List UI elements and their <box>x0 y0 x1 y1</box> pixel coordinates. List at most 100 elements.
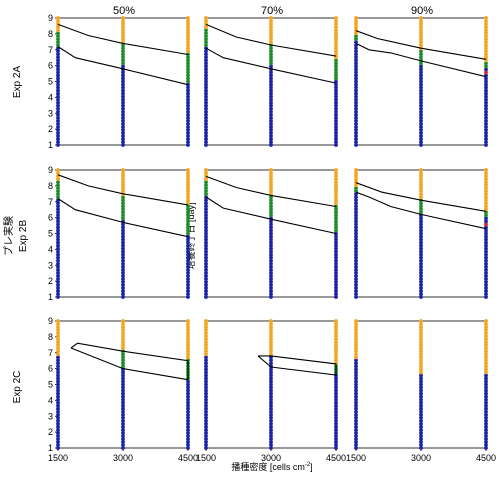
point-green <box>56 180 60 184</box>
point-blue <box>121 264 125 269</box>
point-green <box>484 61 488 66</box>
point-blue <box>484 127 488 132</box>
point-green <box>56 183 60 188</box>
point-orange <box>56 322 60 326</box>
point-blue <box>419 112 423 117</box>
point-blue <box>354 292 358 296</box>
point-blue <box>56 243 60 248</box>
point-orange <box>121 31 125 36</box>
point-blue <box>484 261 488 266</box>
point-blue <box>56 394 60 399</box>
point-blue <box>186 388 190 393</box>
point-orange <box>419 180 423 184</box>
point-blue <box>186 418 190 423</box>
point-blue <box>186 127 190 132</box>
point-blue <box>204 370 208 375</box>
point-blue <box>354 103 358 108</box>
point-orange <box>186 192 190 197</box>
x-axis-label-main: 播種密度 [cells cm <box>231 461 305 472</box>
point-blue <box>419 234 423 239</box>
x-tick-label: 4500 <box>178 453 198 463</box>
point-orange <box>269 40 273 45</box>
point-blue <box>334 264 338 269</box>
point-orange <box>419 19 423 23</box>
point-orange <box>121 25 125 29</box>
point-blue <box>121 394 125 399</box>
point-blue <box>121 397 125 402</box>
point-orange <box>269 171 273 175</box>
point-orange <box>354 171 358 175</box>
point-blue <box>484 140 488 144</box>
point-blue <box>484 97 488 102</box>
point-orange <box>269 180 273 184</box>
point-orange <box>121 186 125 191</box>
point-blue <box>419 231 423 236</box>
point-green <box>269 55 273 60</box>
point-green <box>269 49 273 54</box>
point-blue <box>334 88 338 93</box>
point-orange <box>484 16 488 20</box>
point-orange <box>186 171 190 175</box>
point-blue <box>334 91 338 96</box>
point-blue <box>56 231 60 236</box>
point-orange <box>204 325 208 329</box>
point-green <box>269 46 273 51</box>
panel-2 <box>354 16 488 147</box>
point-blue <box>419 219 423 224</box>
point-orange <box>484 352 488 357</box>
point-blue <box>56 225 60 230</box>
side-label: プレ実験 <box>2 216 15 256</box>
point-blue <box>334 252 338 257</box>
point-orange <box>204 337 208 342</box>
point-orange <box>354 322 358 326</box>
point-green <box>121 55 125 60</box>
point-blue <box>419 140 423 144</box>
point-orange <box>186 198 190 203</box>
point-blue <box>419 292 423 296</box>
point-orange <box>334 352 338 357</box>
point-orange <box>419 195 423 200</box>
point-blue <box>334 115 338 120</box>
point-blue <box>269 276 273 281</box>
y-tick-label: 2 <box>48 427 53 437</box>
point-blue <box>56 143 60 147</box>
point-blue <box>354 264 358 269</box>
point-orange <box>334 195 338 200</box>
point-blue <box>204 225 208 230</box>
panel-6: 1 2 3 4 5 6 7 8 9 1500 3000 4500 <box>48 316 198 463</box>
point-green <box>186 58 190 63</box>
point-blue <box>354 370 358 375</box>
point-blue <box>269 391 273 396</box>
point-orange <box>121 16 125 20</box>
point-green <box>186 73 190 78</box>
point-blue <box>121 70 125 75</box>
point-blue <box>269 118 273 123</box>
x-tick-label: 3000 <box>113 453 133 463</box>
point-blue <box>354 400 358 405</box>
point-blue <box>204 97 208 102</box>
point-blue <box>334 394 338 399</box>
point-blue <box>204 88 208 93</box>
point-blue <box>121 106 125 111</box>
point-green <box>334 210 338 215</box>
point-blue <box>121 91 125 96</box>
point-blue <box>484 115 488 120</box>
point-green <box>334 219 338 224</box>
point-blue <box>204 219 208 224</box>
point-blue <box>484 382 488 387</box>
point-blue <box>269 264 273 269</box>
point-blue <box>419 273 423 278</box>
point-blue <box>186 252 190 257</box>
point-blue <box>204 430 208 435</box>
col-title-90: 90% <box>411 5 433 17</box>
point-orange <box>186 328 190 332</box>
point-orange <box>419 325 423 329</box>
point-blue <box>354 361 358 366</box>
point-blue <box>121 289 125 293</box>
point-orange <box>484 340 488 345</box>
point-orange <box>419 334 423 339</box>
point-blue <box>56 207 60 212</box>
point-blue <box>354 55 358 60</box>
point-blue <box>56 76 60 81</box>
point-blue <box>354 397 358 402</box>
